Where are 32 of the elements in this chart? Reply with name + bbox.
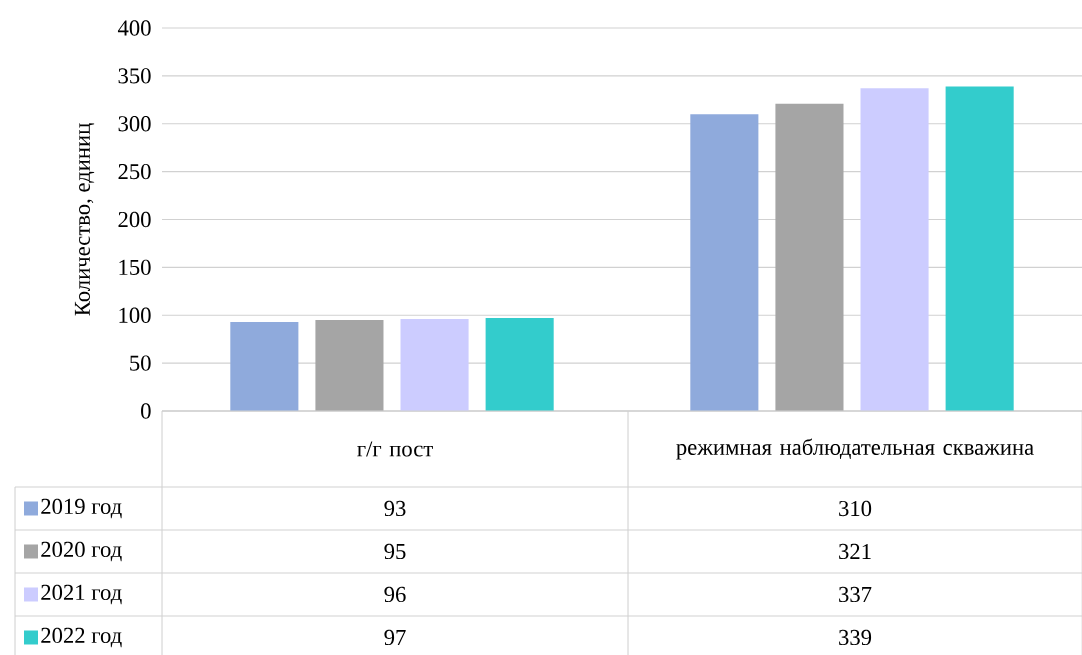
legend-label: 2019 год xyxy=(41,498,122,519)
legend-label: 2022 год xyxy=(41,627,122,648)
bar xyxy=(485,318,554,411)
y-tick-label: 400 xyxy=(117,20,151,36)
data-label: 95 xyxy=(384,543,406,560)
bar xyxy=(775,103,844,411)
bar xyxy=(230,321,299,411)
x-tick-label: режимная наблюдательная скважина xyxy=(676,438,1034,460)
y-tick-label: 50 xyxy=(130,355,151,371)
y-tick-label: 250 xyxy=(118,163,151,180)
data-label: 97 xyxy=(384,629,406,646)
y-tick-label: 200 xyxy=(118,211,151,228)
y-tick-label: 100 xyxy=(119,307,151,323)
y-tick-label: 0 xyxy=(141,403,151,419)
y-axis-title: Количество, единиц xyxy=(74,123,95,316)
data-label: 337 xyxy=(839,586,872,603)
bar xyxy=(860,88,929,411)
bar xyxy=(945,86,1014,411)
bar xyxy=(690,114,759,411)
data-label: 310 xyxy=(839,500,872,517)
bar xyxy=(315,320,384,411)
data-label: 339 xyxy=(839,629,872,646)
data-label: 96 xyxy=(384,586,406,603)
data-label: 321 xyxy=(839,543,871,560)
y-tick-label: 150 xyxy=(119,259,151,276)
y-tick-label: 350 xyxy=(118,68,151,84)
legend-label: 2021 год xyxy=(41,584,122,605)
bar xyxy=(400,319,469,411)
legend-label: 2020 год xyxy=(41,541,122,562)
data-label: 93 xyxy=(384,500,406,517)
y-tick-label: 300 xyxy=(118,116,151,132)
x-tick-label: г/г пост xyxy=(357,441,433,457)
